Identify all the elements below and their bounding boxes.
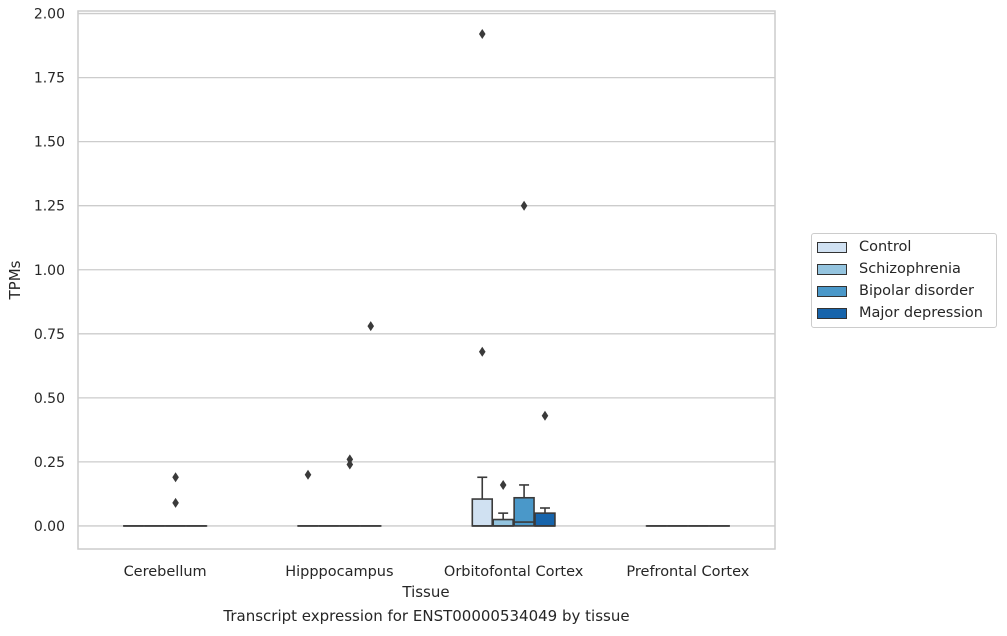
outlier-point [541, 410, 549, 421]
x-tick-label: Prefrontal Cortex [626, 564, 749, 580]
y-axis-ticks: 0.00 0.25 0.50 0.75 1.00 1.25 1.50 1.75 2.00 [34, 7, 65, 535]
outlier-point [478, 29, 486, 40]
x-tick-label: Cerebellum [124, 564, 207, 580]
boxes-layer [123, 29, 730, 527]
y-tick-label: 1.75 [34, 71, 65, 87]
y-tick-label: 1.25 [34, 199, 65, 215]
x-tick-label: Hipppocampus [285, 564, 393, 580]
box-1-3 [359, 321, 382, 527]
legend-item-major-depression: Major depression [817, 303, 983, 323]
box-1-2 [339, 454, 361, 527]
legend-swatch-schizophrenia [817, 263, 847, 275]
legend-item-schizophrenia: Schizophrenia [817, 259, 961, 279]
y-tick-label: 0.25 [34, 455, 65, 471]
legend-swatch-control [817, 241, 847, 253]
box-2-2 [513, 200, 535, 527]
legend-label-schizophrenia: Schizophrenia [859, 261, 961, 277]
box-2-0 [471, 29, 494, 527]
outlier-point [367, 321, 375, 332]
box-1-0 [297, 469, 319, 527]
y-tick-label: 0.00 [34, 519, 65, 535]
outlier-point [172, 472, 179, 483]
outlier-point [478, 346, 486, 357]
box-body [492, 518, 514, 527]
y-tick-label: 0.75 [34, 327, 65, 343]
legend-label-control: Control [859, 239, 912, 255]
y-tick-label: 1.50 [34, 135, 65, 151]
grid-lines [78, 12, 775, 527]
y-tick-label: 0.50 [34, 391, 65, 407]
box-body [513, 496, 535, 527]
outlier-point [499, 479, 507, 490]
box-2-3 [534, 410, 556, 527]
legend-swatch-major-depression [817, 307, 847, 319]
x-axis-ticks: Cerebellum Hipppocampus Orbitofontal Corte… [124, 564, 750, 580]
x-tick-label: Orbitofontal Cortex [444, 564, 584, 580]
legend-swatch-bipolar-disorder [817, 285, 847, 297]
outlier-point [346, 459, 354, 470]
outlier-point [304, 469, 312, 480]
legend-label-bipolar-disorder: Bipolar disorder [859, 283, 974, 299]
legend-item-control: Control [817, 237, 911, 257]
x-axis-label: Tissue [401, 583, 449, 601]
box-0-2 [164, 472, 187, 527]
legend: Control Schizophrenia Bipolar disorder M… [811, 233, 997, 328]
box-body [471, 498, 494, 527]
legend-label-major-depression: Major depression [859, 305, 983, 321]
box-2-1 [492, 479, 514, 527]
y-tick-label: 1.00 [34, 263, 65, 279]
plot-area-frame [77, 10, 776, 550]
outlier-point [172, 497, 179, 508]
outlier-point [346, 454, 354, 465]
chart-caption: Transcript expression for ENST0000053404… [223, 607, 630, 625]
box-body [534, 512, 556, 527]
y-axis-label: TPMs [6, 260, 24, 300]
legend-item-bipolar-disorder: Bipolar disorder [817, 281, 974, 301]
outlier-point [520, 200, 528, 211]
y-tick-label: 2.00 [34, 7, 65, 23]
